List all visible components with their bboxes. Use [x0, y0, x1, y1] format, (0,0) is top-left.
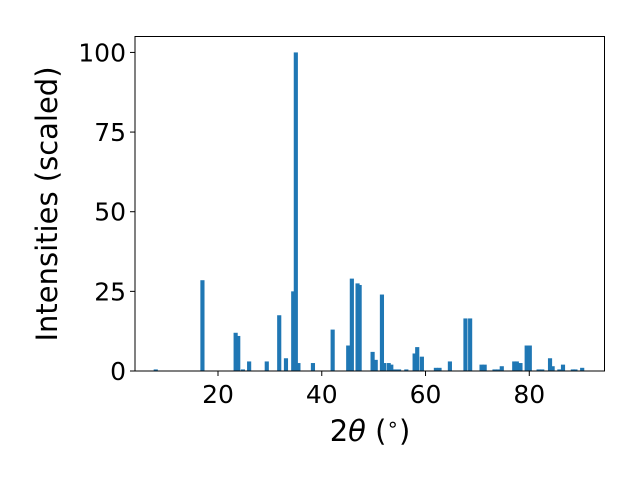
x-tick-label: 80: [513, 380, 545, 409]
x-axis-label: 2θ (∘): [330, 412, 411, 448]
bar: [247, 361, 252, 371]
bar: [277, 315, 282, 371]
x-tick-label: 60: [410, 380, 442, 409]
bar: [540, 369, 545, 371]
y-axis: 0 25 50 75 100: [78, 38, 135, 386]
bar: [524, 345, 529, 371]
bar: [293, 52, 298, 372]
x-axis: 20 40 60 80: [202, 371, 545, 409]
y-tick-label: 75: [94, 118, 126, 147]
plot-frame: [134, 36, 605, 372]
bar: [330, 329, 335, 371]
bar: [557, 369, 562, 371]
bar: [386, 363, 391, 371]
bar: [499, 366, 504, 371]
bar: [370, 351, 375, 371]
bar-series: [153, 52, 585, 372]
bar: [357, 284, 362, 371]
bar: [570, 369, 575, 371]
bar: [379, 294, 385, 371]
bar: [381, 363, 387, 371]
bar: [527, 345, 532, 371]
bar: [512, 361, 517, 371]
x-tick-label: 20: [202, 380, 234, 409]
bar: [153, 369, 158, 371]
bar: [346, 345, 351, 371]
bar: [536, 369, 541, 371]
y-tick-label: 100: [78, 38, 126, 67]
x-tick-label: 40: [306, 380, 338, 409]
bar: [482, 364, 487, 371]
bar: [437, 367, 442, 371]
y-tick-label: 25: [94, 277, 126, 306]
bar: [349, 278, 354, 371]
bar: [514, 361, 519, 371]
bar: [573, 369, 578, 371]
bar: [396, 369, 402, 371]
bar: [392, 369, 397, 371]
bar: [240, 369, 245, 371]
bar: [419, 356, 424, 371]
bar: [447, 361, 452, 371]
bar: [468, 318, 473, 371]
y-axis-label: Intensities (scaled): [30, 66, 64, 341]
bar: [373, 359, 378, 371]
bar: [389, 364, 394, 371]
bar: [479, 364, 484, 371]
bar: [310, 363, 316, 371]
bar: [233, 332, 238, 371]
bar: [283, 358, 289, 371]
bar: [547, 358, 553, 371]
bar: [518, 363, 523, 371]
bar: [291, 291, 296, 371]
bar: [550, 366, 555, 371]
bar: [200, 280, 205, 371]
y-tick-label: 0: [110, 357, 126, 386]
bar: [560, 364, 566, 371]
bar: [296, 363, 301, 371]
bar: [492, 369, 497, 371]
y-tick-label: 50: [94, 198, 126, 227]
bar: [580, 367, 585, 371]
bar: [463, 318, 468, 371]
bar: [415, 347, 420, 371]
bar: [404, 369, 409, 371]
bar: [433, 367, 438, 371]
bar: [264, 361, 269, 371]
bar: [496, 369, 501, 371]
bar: [412, 353, 417, 371]
bar: [236, 335, 241, 371]
